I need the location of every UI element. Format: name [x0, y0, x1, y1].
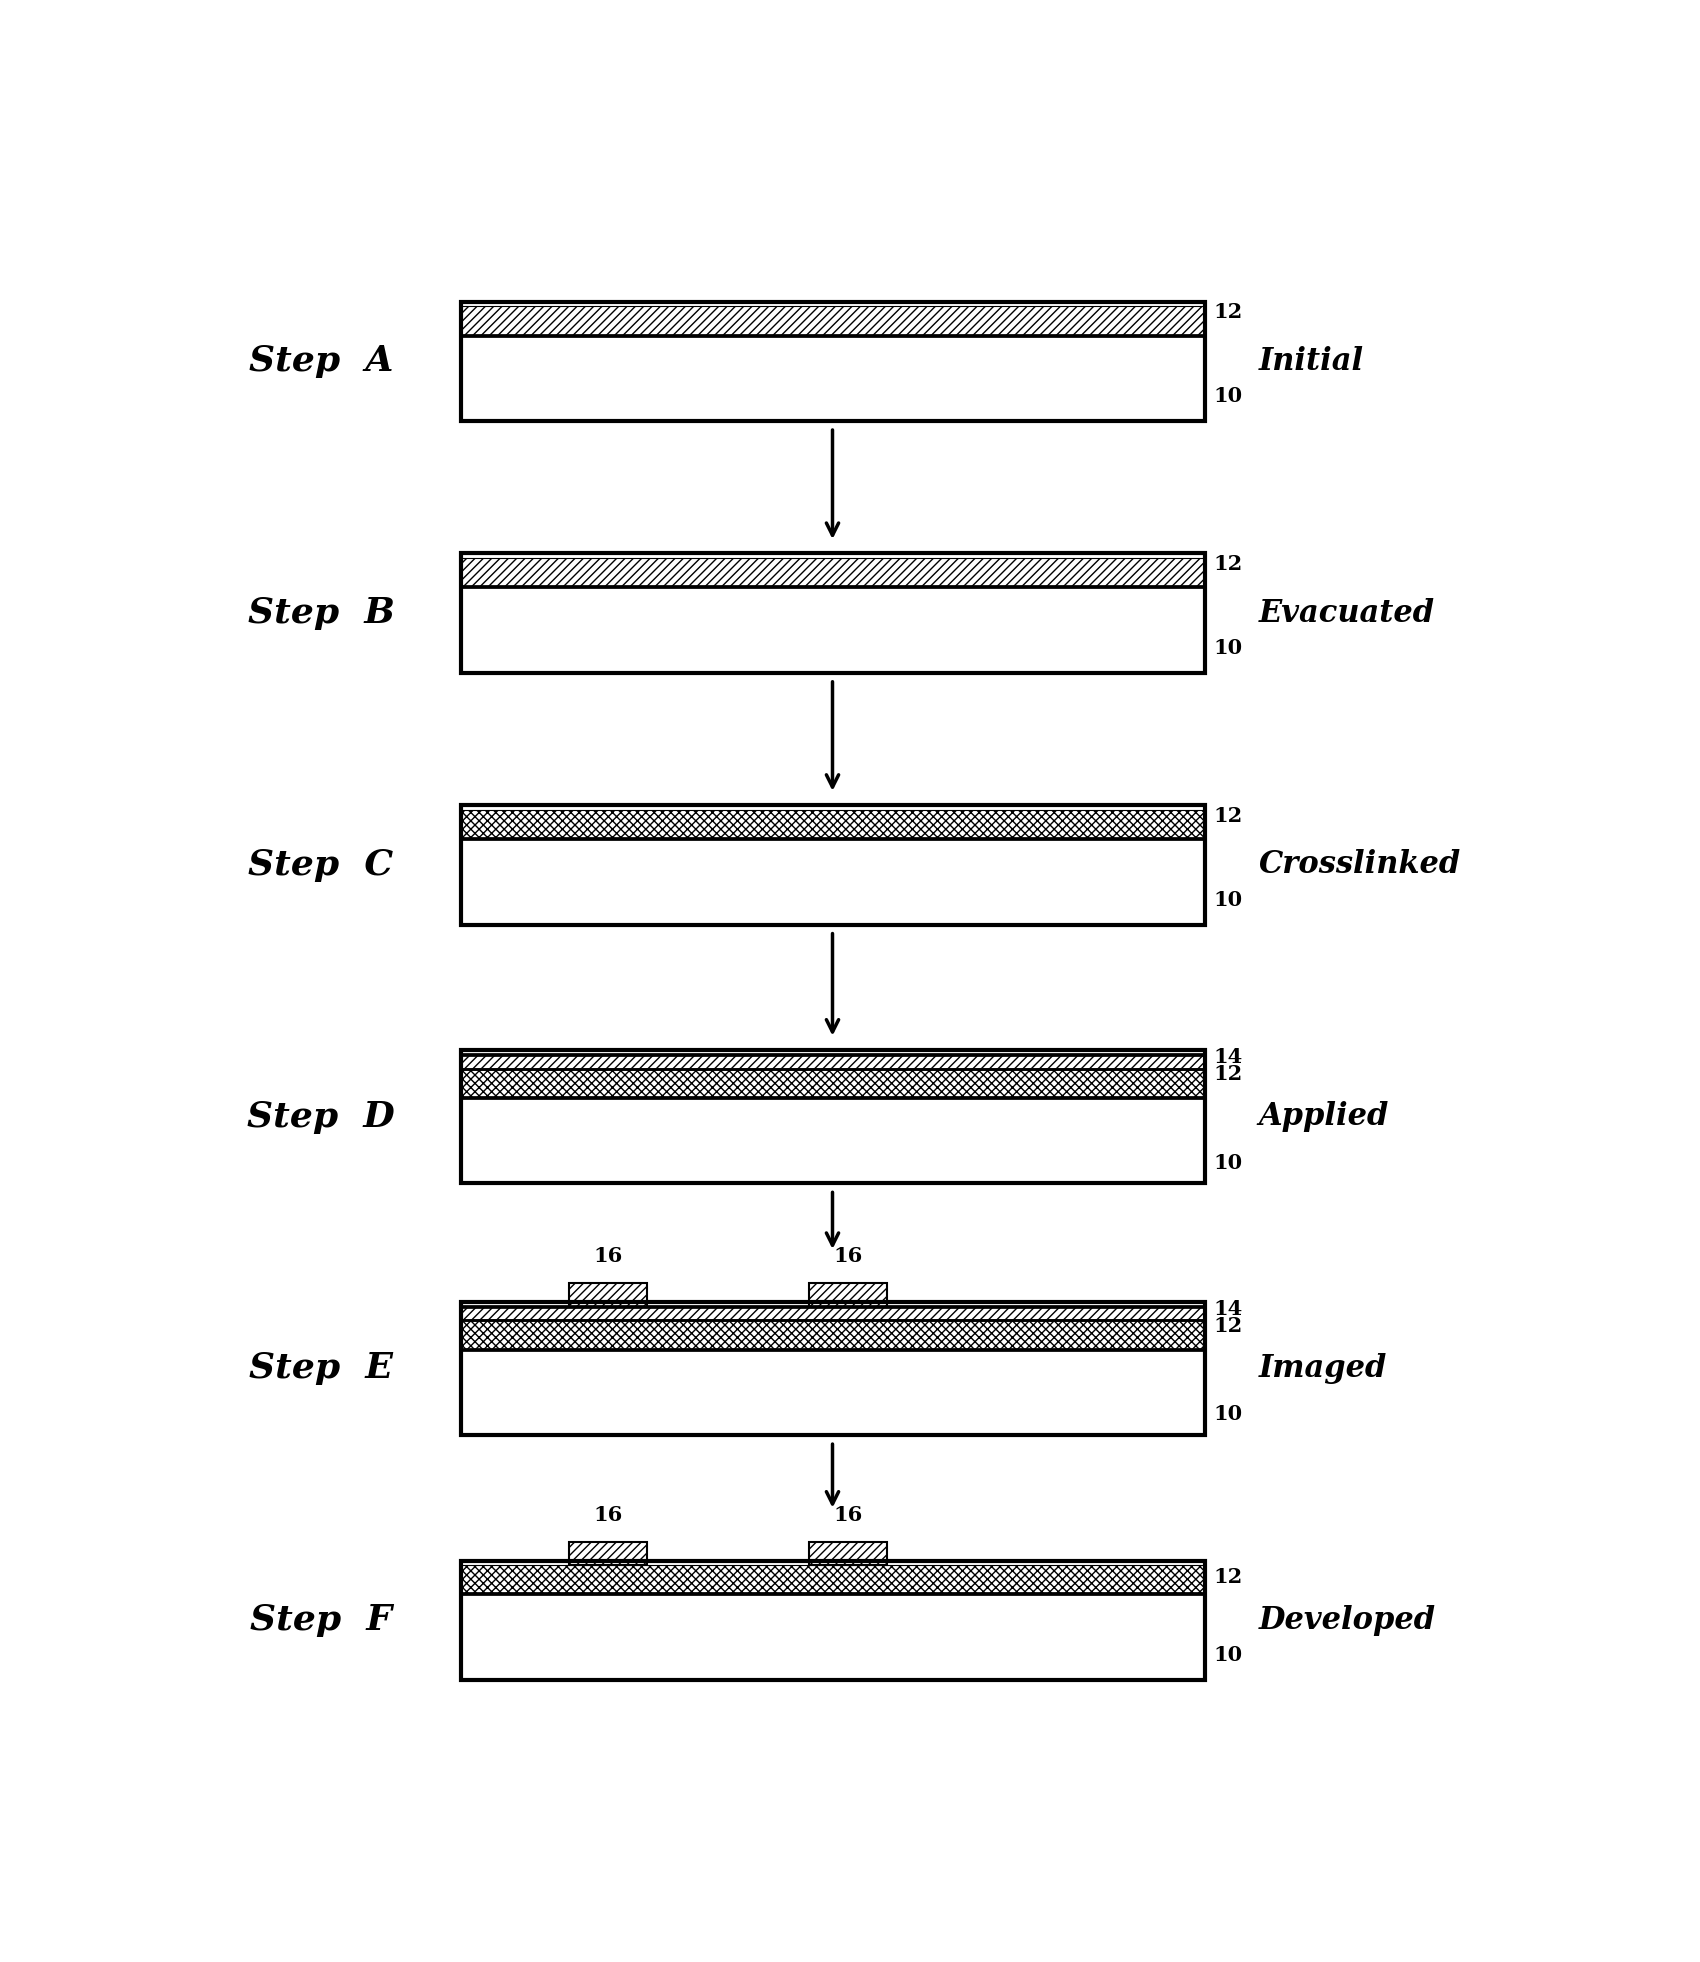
Text: 12: 12: [1214, 302, 1243, 322]
Text: 12: 12: [1214, 1317, 1243, 1336]
Text: Step  E: Step E: [250, 1352, 393, 1385]
Text: 10: 10: [1214, 1405, 1243, 1424]
Text: 12: 12: [1214, 1065, 1243, 1085]
Bar: [461, 810, 1205, 840]
Bar: [461, 587, 1205, 669]
Text: 10: 10: [1214, 387, 1243, 406]
Text: 12: 12: [1214, 1568, 1243, 1587]
Bar: [461, 840, 1205, 920]
Bar: [461, 1307, 1205, 1320]
Text: Imaged: Imaged: [1258, 1354, 1387, 1383]
Text: Step  A: Step A: [248, 345, 393, 379]
Bar: [461, 1350, 1205, 1430]
Bar: [461, 1566, 1205, 1595]
Bar: [570, 1542, 646, 1566]
Text: 16: 16: [593, 1246, 622, 1265]
Text: 12: 12: [1214, 806, 1243, 826]
Bar: [570, 1283, 646, 1307]
Bar: [809, 1542, 887, 1566]
Bar: [461, 1303, 1205, 1434]
Bar: [461, 804, 1205, 924]
Text: 14: 14: [1214, 1299, 1243, 1318]
Bar: [461, 1320, 1205, 1350]
Text: Crosslinked: Crosslinked: [1258, 850, 1460, 881]
Text: 10: 10: [1214, 638, 1243, 657]
Bar: [461, 1560, 1205, 1679]
Text: Initial: Initial: [1258, 345, 1363, 377]
Text: 14: 14: [1214, 1048, 1243, 1067]
Text: 16: 16: [833, 1505, 862, 1524]
Bar: [461, 1595, 1205, 1676]
Bar: [461, 557, 1205, 587]
Text: Developed: Developed: [1258, 1605, 1436, 1636]
Text: Step  F: Step F: [250, 1603, 393, 1636]
Bar: [461, 1069, 1205, 1099]
Bar: [809, 1283, 887, 1307]
Bar: [461, 1056, 1205, 1069]
Text: Step  B: Step B: [248, 596, 394, 630]
Text: 12: 12: [1214, 553, 1243, 575]
Bar: [461, 1099, 1205, 1179]
Bar: [461, 336, 1205, 416]
Text: Step  D: Step D: [246, 1101, 394, 1134]
Bar: [461, 1050, 1205, 1183]
Bar: [461, 553, 1205, 673]
Text: 10: 10: [1214, 1644, 1243, 1666]
Text: 10: 10: [1214, 1152, 1243, 1173]
Text: Step  C: Step C: [248, 848, 394, 881]
Text: 16: 16: [833, 1246, 862, 1265]
Bar: [461, 306, 1205, 336]
Text: 10: 10: [1214, 889, 1243, 910]
Text: 16: 16: [593, 1505, 622, 1524]
Bar: [461, 302, 1205, 422]
Text: Evacuated: Evacuated: [1258, 598, 1435, 628]
Text: Applied: Applied: [1258, 1101, 1389, 1132]
